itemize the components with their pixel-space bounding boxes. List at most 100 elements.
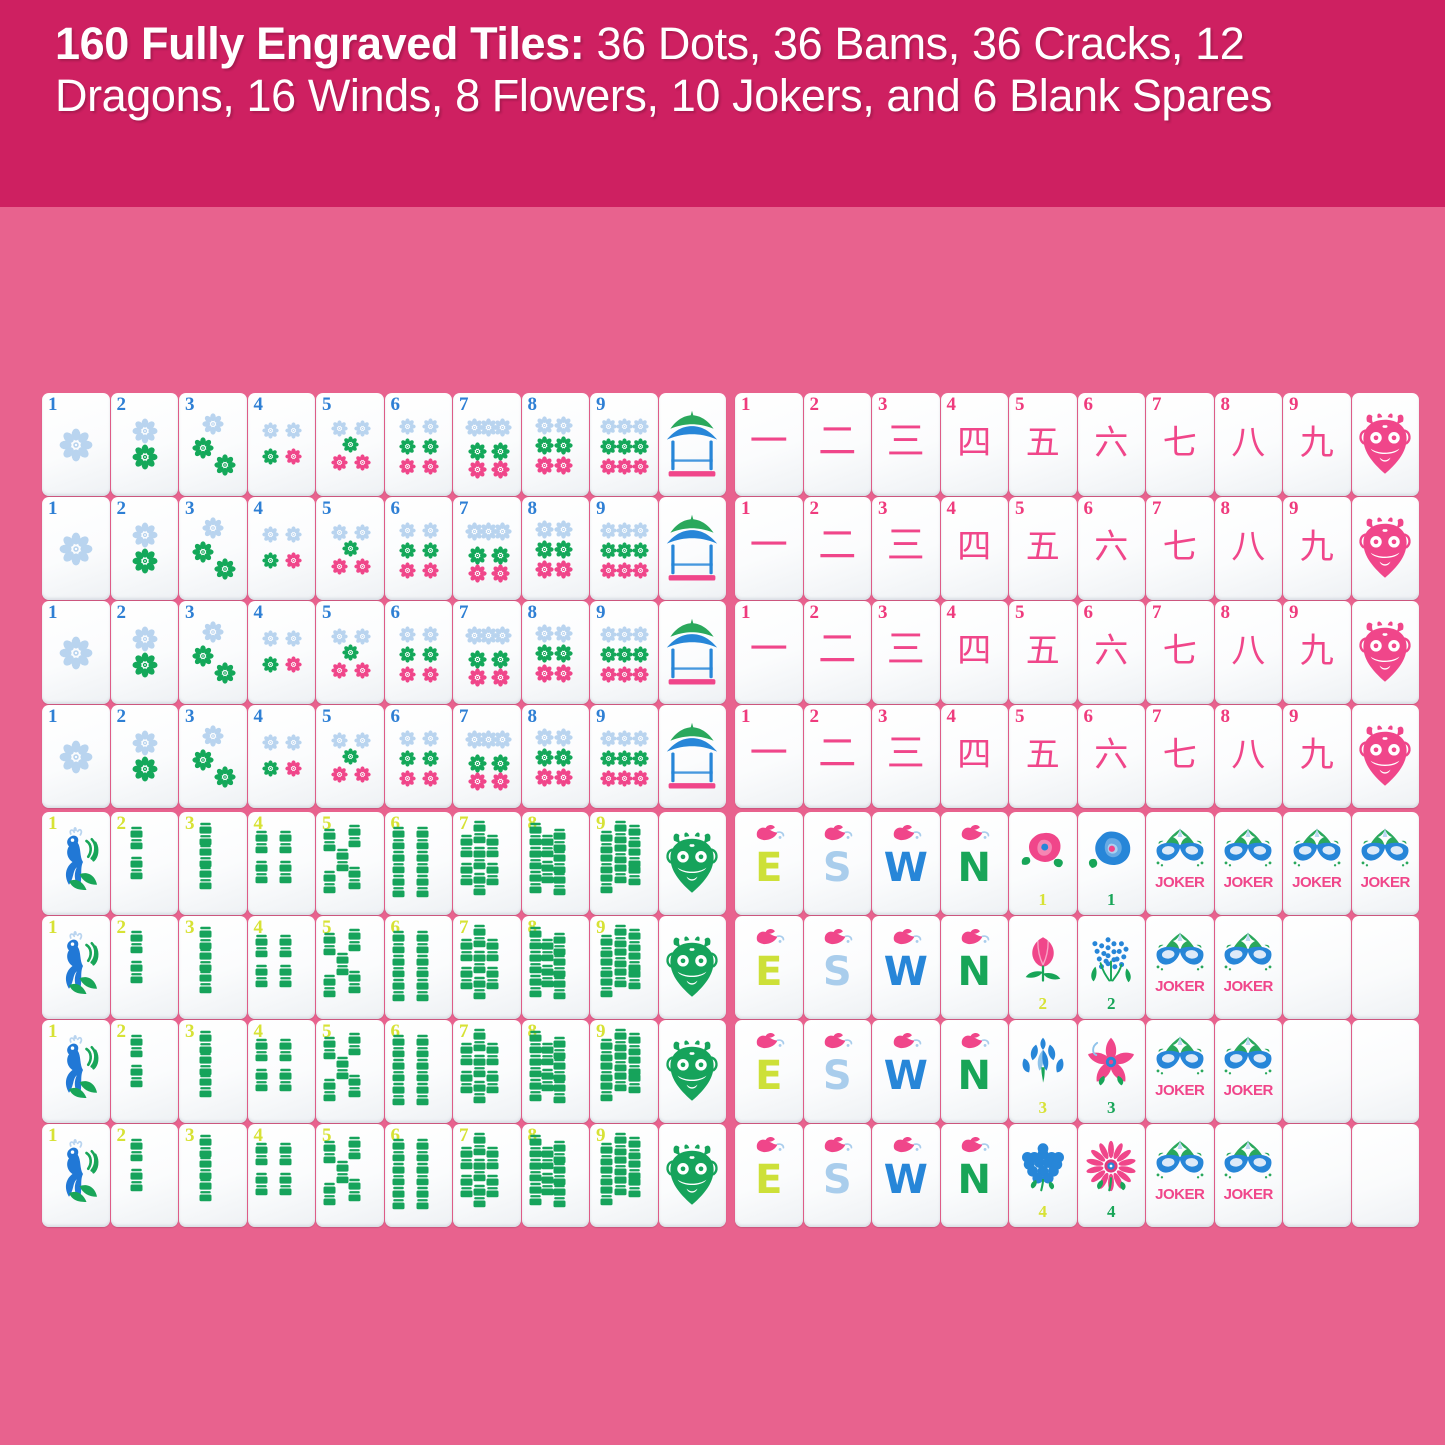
bam-tile-6: 6 [384,1124,452,1227]
dot-symbol [285,526,302,543]
tile-number: 2 [116,1125,127,1146]
bamboo-stick-icon [322,1036,337,1060]
tile-face [316,705,384,808]
tile-number: 2 [116,917,127,938]
tile-number: 9 [596,917,606,938]
dot-tile-7: 7 [453,497,521,600]
dot-symbol [422,666,439,683]
flower-icon-lily-pink [1085,1034,1137,1090]
tile-face [522,812,590,915]
chinese-numeral: 六 [1094,735,1129,775]
dot-symbol [490,442,510,461]
dot-tile-1: 1 [42,705,110,808]
tile-number: 4 [253,813,264,834]
dot-symbol [615,666,633,683]
flower-tile-a-4: 4 [1009,1124,1077,1227]
tile-face [453,393,521,496]
tile-number: 9 [596,1021,606,1042]
bamboo-stick-icon [391,1082,406,1106]
tile-face [316,497,384,600]
bamboo-stick-icon [278,860,293,884]
joker-tile: JOKER [1146,812,1214,915]
tile-face [590,601,658,704]
joker-label: JOKER [1155,1186,1205,1203]
dot-symbol [399,770,416,787]
bamboo-stick-icon [254,830,269,854]
white-dragon-pagoda-icon [663,721,721,793]
tile-number: 5 [1015,498,1025,519]
bamboo-stick-icon [391,1034,406,1058]
dot-symbol [353,524,371,541]
bamboo-stick-icon [415,954,430,978]
bamboo-stick-icon [415,1186,430,1210]
chinese-numeral: 八 [1231,527,1266,567]
tile-number: 5 [322,1125,332,1146]
bamboo-stick-icon [415,978,430,1002]
bam-tile-8: 8 [521,1124,590,1227]
flower-number: 4 [1038,1202,1048,1221]
bamboo-stick-icon [198,926,213,950]
tile-face [179,601,247,704]
bamboo-stick-icon [129,1034,144,1058]
dot-symbol [464,522,484,541]
dot-symbol [615,750,633,767]
bam-tile-8: 8 [521,812,590,915]
bamboo-stick-icon [627,862,642,886]
dot-symbol [262,526,279,543]
bam-tile-7: 7 [453,916,521,1019]
bamboo-stick-icon [198,970,213,994]
bamboo-stick-icon [528,1054,543,1078]
dot-symbol [353,628,371,645]
bamboo-stick-icon [485,938,500,962]
tile-face [179,1124,247,1227]
bamboo-stick-icon [599,1182,614,1206]
bamboo-stick-icon [278,964,293,988]
bamboo-stick-icon [472,1184,487,1208]
flower-number: 4 [1107,1202,1116,1221]
bamboo-stick-icon [552,976,567,1000]
tile-number: 6 [390,1125,401,1146]
chinese-numeral: 二 [818,627,857,671]
bamboo-stick-icon [322,1182,337,1206]
dot-symbol [330,558,348,575]
dot-symbol [285,760,302,777]
tile-face [590,393,658,496]
dot-tile-2: 2 [110,497,178,600]
bamboo-stick-icon [391,850,406,874]
chinese-numeral: 一 [749,731,788,775]
dot-symbol [554,624,573,643]
flower-number: 1 [1038,890,1048,909]
bams-tile-grid: 1 2 3 4 [42,812,726,1227]
dot-symbol [399,626,416,643]
tile-face [522,1124,590,1227]
tile-face [179,497,247,600]
dot-symbol [202,621,224,643]
dot-symbol [353,454,371,471]
flower-icon-iris-blue [1017,1034,1069,1090]
bamboo-stick-icon [552,954,567,978]
dot-tile-4: 4 [247,705,315,808]
dot-symbol [464,730,484,749]
wind-tile-e: E [735,1020,803,1123]
bamboo-stick-icon [391,1162,406,1186]
wind-tile-s: S [803,1124,871,1227]
chinese-numeral: 七 [1162,423,1197,463]
dot-symbol [490,754,510,773]
bamboo-stick-icon [391,978,406,1002]
wind-letter: W [883,845,928,891]
bamboo-stick-icon [129,960,144,984]
tile-face [385,812,453,915]
tile-number: 1 [48,394,58,415]
dot-symbol [59,428,93,462]
bamboo-stick-icon [485,834,500,858]
wind-letter: E [755,1157,783,1203]
dot-symbol [631,522,649,539]
dot-symbol [285,630,302,647]
dot-symbol [554,540,573,559]
joker-tile: JOKER [1146,1124,1214,1227]
tile-number: 7 [1152,498,1162,519]
